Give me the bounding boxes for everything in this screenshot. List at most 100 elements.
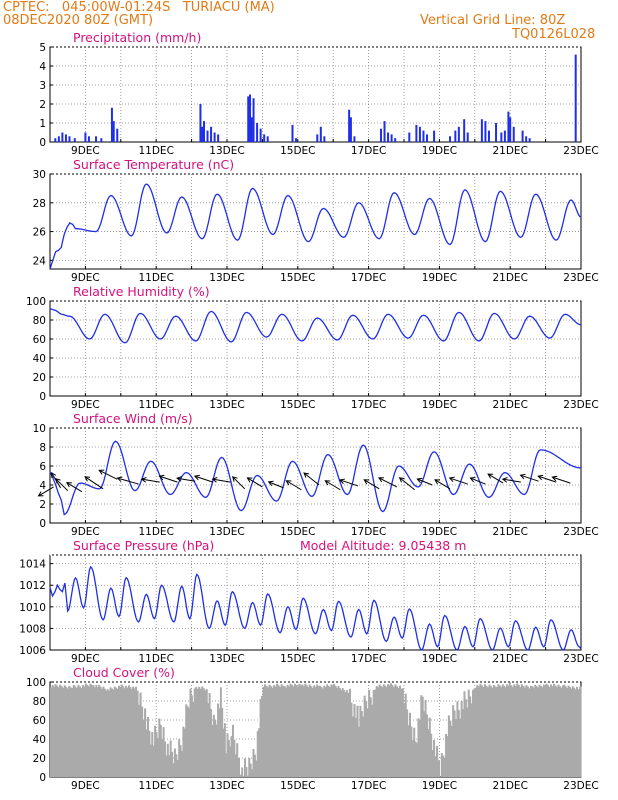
header-station: CPTEC: 045:00W-01:24S TURIACU (MA) (3, 0, 275, 15)
precip-bar (87, 136, 90, 142)
cloud-bar (433, 739, 436, 777)
precip-bar (433, 130, 436, 142)
precip-bar (463, 119, 466, 142)
cloud-bar (241, 767, 244, 777)
cloud-bar (219, 687, 222, 777)
cloud-bar (414, 741, 417, 777)
cloud-bar (161, 739, 164, 777)
wind-arrow (232, 476, 246, 490)
cloud-bar (231, 724, 234, 777)
cloud-bar (280, 684, 283, 777)
x-tick-label: 23DEC (563, 399, 598, 411)
wind-arrow (363, 479, 380, 490)
cloud-bar (447, 715, 450, 777)
cloud-bar (431, 749, 434, 777)
x-tick-label: 17DEC (351, 145, 386, 157)
cloud-bar (494, 686, 497, 777)
cloud-bar (401, 688, 404, 777)
cloud-bar (302, 686, 305, 777)
y-tick-label: 80 (33, 315, 46, 327)
cloud-bar (215, 724, 218, 777)
wind-arrow (194, 475, 213, 483)
cloud-bar (372, 690, 375, 777)
cloud-bar (243, 758, 247, 777)
cloud-bar (311, 687, 314, 777)
cloud-bar (485, 685, 488, 777)
cloud-bar (57, 687, 60, 777)
cloud-bar (460, 701, 463, 777)
cloud-bar (371, 704, 374, 777)
cloud-bar (466, 707, 469, 777)
cloud-bar (256, 731, 259, 777)
cloud-bar (558, 686, 561, 777)
cloud-bar (185, 704, 188, 777)
y-tick-label: 1008 (19, 623, 46, 635)
cloud-bar (105, 690, 108, 777)
cloud-bar (417, 718, 420, 777)
cloud-bar (227, 739, 230, 777)
cloud-bar (548, 687, 551, 777)
cloud-bar (538, 684, 541, 777)
x-tick-label: 19DEC (422, 272, 457, 284)
cloud-bar (218, 708, 221, 777)
x-tick-label: 9DEC (71, 653, 100, 665)
cloud-bar (520, 684, 523, 777)
cloud-bar (388, 685, 391, 777)
cloud-bar (83, 686, 86, 777)
x-tick-label: 23DEC (563, 526, 598, 538)
wind-arrow (117, 477, 139, 485)
x-tick-label: 21DEC (492, 145, 527, 157)
cloud-bar (331, 685, 334, 777)
cloud-bar (246, 775, 249, 777)
wind-arrow-head (487, 473, 494, 479)
cloud-bar (237, 758, 240, 777)
cloud-bar (425, 714, 428, 777)
cloud-bar (491, 687, 494, 777)
cloud-bar (116, 688, 119, 777)
cloud-bar (132, 686, 135, 777)
precip-bar (110, 107, 113, 142)
x-tick-label: 13DEC (209, 399, 244, 411)
cloud-bar (369, 697, 372, 777)
cloud-bar (307, 687, 310, 777)
precip-bar (199, 104, 202, 142)
precip-bar (422, 130, 425, 142)
cloud-bar (338, 688, 341, 777)
wind-arrow-head (176, 476, 183, 482)
cloud-bar (192, 701, 195, 777)
precip-bar (213, 132, 216, 142)
precip-bar (512, 126, 515, 142)
cloud-bar (276, 683, 279, 777)
cloud-bar (89, 683, 92, 777)
cloud-bar (566, 688, 569, 777)
cloud-bar (279, 686, 282, 777)
wind-arrow (502, 478, 521, 483)
y-tick-label: 0 (39, 391, 46, 403)
cloud-bar (327, 685, 330, 777)
cloud-bar (541, 687, 544, 777)
cloud-bar (86, 685, 89, 777)
cloud-bar (452, 705, 455, 777)
cloud-bar (129, 687, 132, 777)
precip-bar (259, 128, 262, 142)
cloud-bar (430, 733, 433, 777)
cloud-bar (317, 686, 320, 777)
x-tick-label: 17DEC (351, 653, 386, 665)
precip-bar (100, 138, 103, 142)
precip-bar (316, 134, 319, 142)
y-tick-label: 28 (33, 198, 46, 210)
precip-bar (383, 121, 386, 142)
y-tick-label: 1 (39, 118, 46, 130)
cloud-bar (236, 743, 239, 777)
cloud-bar (248, 758, 251, 777)
precip-bar (449, 136, 452, 142)
cloud-bar (308, 684, 311, 777)
x-tick-label: 23DEC (563, 145, 598, 157)
panel-title: Precipitation (mm/h) (73, 30, 201, 45)
cloud-bar (551, 686, 554, 777)
cloud-bar (544, 685, 547, 777)
x-tick-label: 13DEC (209, 526, 244, 538)
precip-bar (390, 134, 393, 142)
cloud-bar (514, 686, 517, 777)
